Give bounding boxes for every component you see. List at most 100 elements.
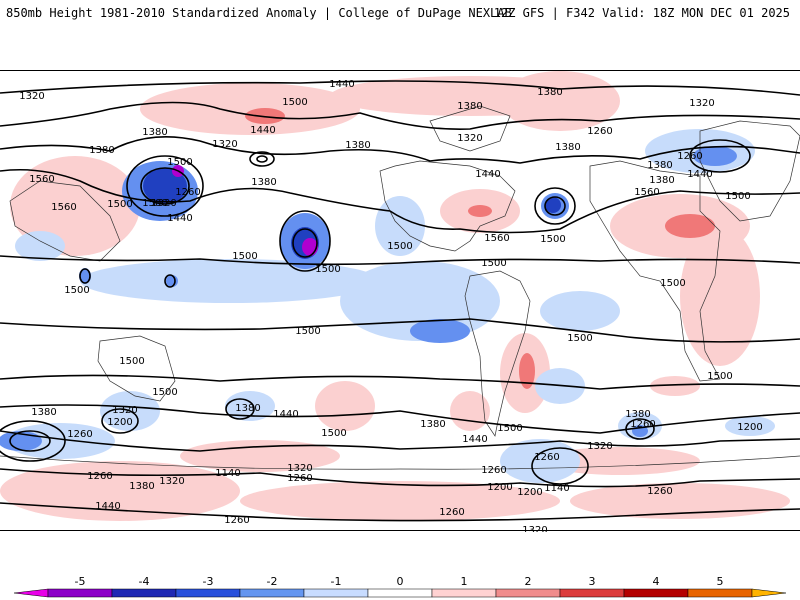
contour-label: 1380: [625, 409, 650, 420]
colorbar-segment: [623, 588, 689, 598]
contour-label: 1500: [282, 97, 307, 108]
contour-label: 1320: [151, 198, 176, 209]
colorbar-segment: [239, 588, 305, 598]
contour-label: 1380: [251, 177, 276, 188]
colorbar-tick: 5: [717, 576, 724, 588]
contour-label: 1380: [345, 140, 370, 151]
contour-label: 1320: [522, 525, 547, 532]
contour-label: 1320: [689, 98, 714, 109]
chart-title: 850mb Height 1981-2010 Standardized Anom…: [6, 6, 512, 20]
colorbar-tick: -3: [203, 576, 214, 588]
contour-label: 1380: [129, 481, 154, 492]
contour-label: 1380: [647, 160, 672, 171]
contour-label: 1560: [51, 202, 76, 213]
contour-label: 1320: [287, 463, 312, 474]
contour-label: 1560: [29, 174, 54, 185]
contour-label: 1320: [587, 441, 612, 452]
colorbar-tick: 1: [461, 576, 468, 588]
contour-label: 1380: [235, 403, 260, 414]
colorbar-tick-labels: -5 -4 -3 -2 -1 0 1 2 3 4 5: [75, 576, 724, 588]
anomaly-map: 1320 1440 1500 1440 1380 1380 1320 1320 …: [0, 71, 800, 536]
map-panel: 1320 1440 1500 1440 1380 1380 1320 1320 …: [0, 70, 800, 536]
colorbar-tick: 3: [589, 576, 596, 588]
colorbar-segment: [303, 588, 369, 598]
colorbar-tick: 0: [397, 576, 404, 588]
colorbar-segment: [495, 588, 561, 598]
contour-label: 1380: [457, 101, 482, 112]
colorbar-tick: 2: [525, 576, 532, 588]
contour-label: 1260: [67, 429, 92, 440]
contour-label: 1260: [677, 151, 702, 162]
contour-label: 1560: [484, 233, 509, 244]
contour-label: 1440: [329, 79, 354, 90]
colorbar-tick: -2: [267, 576, 278, 588]
contour-label: 1260: [481, 465, 506, 476]
contour-label: 1380: [142, 127, 167, 138]
contour-label: 1500: [707, 371, 732, 382]
contour-label: 1500: [119, 356, 144, 367]
contour-label: 1440: [475, 169, 500, 180]
colorbar-segment: [47, 588, 113, 598]
contour-label: 1260: [439, 507, 464, 518]
contour-label: 1200: [107, 417, 132, 428]
contour-label: 1500: [315, 264, 340, 275]
contour-label: 1260: [224, 515, 249, 526]
colorbar-tick: 4: [653, 576, 660, 588]
contour-label: 1320: [159, 476, 184, 487]
contour-label: 1380: [537, 87, 562, 98]
colorbar-segment: [111, 588, 177, 598]
contour-label: 1140: [544, 483, 569, 494]
contour-label: 1380: [649, 175, 674, 186]
contour-label: 1500: [540, 234, 565, 245]
contour-label: 1260: [287, 473, 312, 484]
contour-label: 1380: [420, 419, 445, 430]
contour-label: 1500: [167, 157, 192, 168]
contour-label: 1440: [273, 409, 298, 420]
colorbar-segments: [13, 588, 787, 598]
contour-label: 1440: [167, 213, 192, 224]
contour-label: 1260: [587, 126, 612, 137]
contour-label: 1260: [630, 419, 655, 430]
contour-label: 1500: [321, 428, 346, 439]
colorbar-min-arrow: [13, 588, 49, 598]
contour-label: 1260: [647, 486, 672, 497]
contour-label: 1200: [737, 422, 762, 433]
contour-label: 1500: [660, 278, 685, 289]
contour-label: 1320: [457, 133, 482, 144]
contour-label: 1500: [567, 333, 592, 344]
contour-label: 1500: [142, 198, 167, 209]
height-contours: [0, 80, 800, 522]
contour-label: 1440: [95, 501, 120, 512]
anomaly-colorbar: -5 -4 -3 -2 -1 0 1 2 3 4 5: [13, 576, 787, 598]
contour-label: 1260: [175, 187, 200, 198]
contour-label: 1380: [31, 407, 56, 418]
contour-label: 1200: [487, 482, 512, 493]
contour-label: 1440: [250, 125, 275, 136]
contour-label: 1560: [634, 187, 659, 198]
contour-label: 1320: [112, 405, 137, 416]
contour-label: 1500: [64, 285, 89, 296]
colorbar-segment: [687, 588, 753, 598]
colorbar-max-arrow: [751, 588, 787, 598]
contour-label: 1380: [555, 142, 580, 153]
contour-label: 1500: [387, 241, 412, 252]
contour-label: 1320: [19, 91, 44, 102]
colorbar-tick: -5: [75, 576, 86, 588]
contour-labels: 1320 1440 1500 1440 1380 1380 1320 1320 …: [19, 79, 762, 536]
contour-label: 1440: [687, 169, 712, 180]
contour-label: 1140: [215, 468, 240, 479]
contour-label: 1260: [87, 471, 112, 482]
contour-label: 1260: [534, 452, 559, 463]
contour-label: 1500: [725, 191, 750, 202]
contour-label: 1320: [212, 139, 237, 150]
contour-label: 1380: [89, 145, 114, 156]
run-info: 12Z GFS | F342 Valid: 18Z MON DEC 01 202…: [493, 6, 790, 20]
contour-label: 1500: [152, 387, 177, 398]
coastlines: [0, 105, 800, 470]
contour-label: 1440: [462, 434, 487, 445]
colorbar-segment: [175, 588, 241, 598]
colorbar-tick: -1: [331, 576, 342, 588]
contour-label: 1500: [107, 199, 132, 210]
colorbar-segment: [431, 588, 497, 598]
colorbar-segment: [559, 588, 625, 598]
